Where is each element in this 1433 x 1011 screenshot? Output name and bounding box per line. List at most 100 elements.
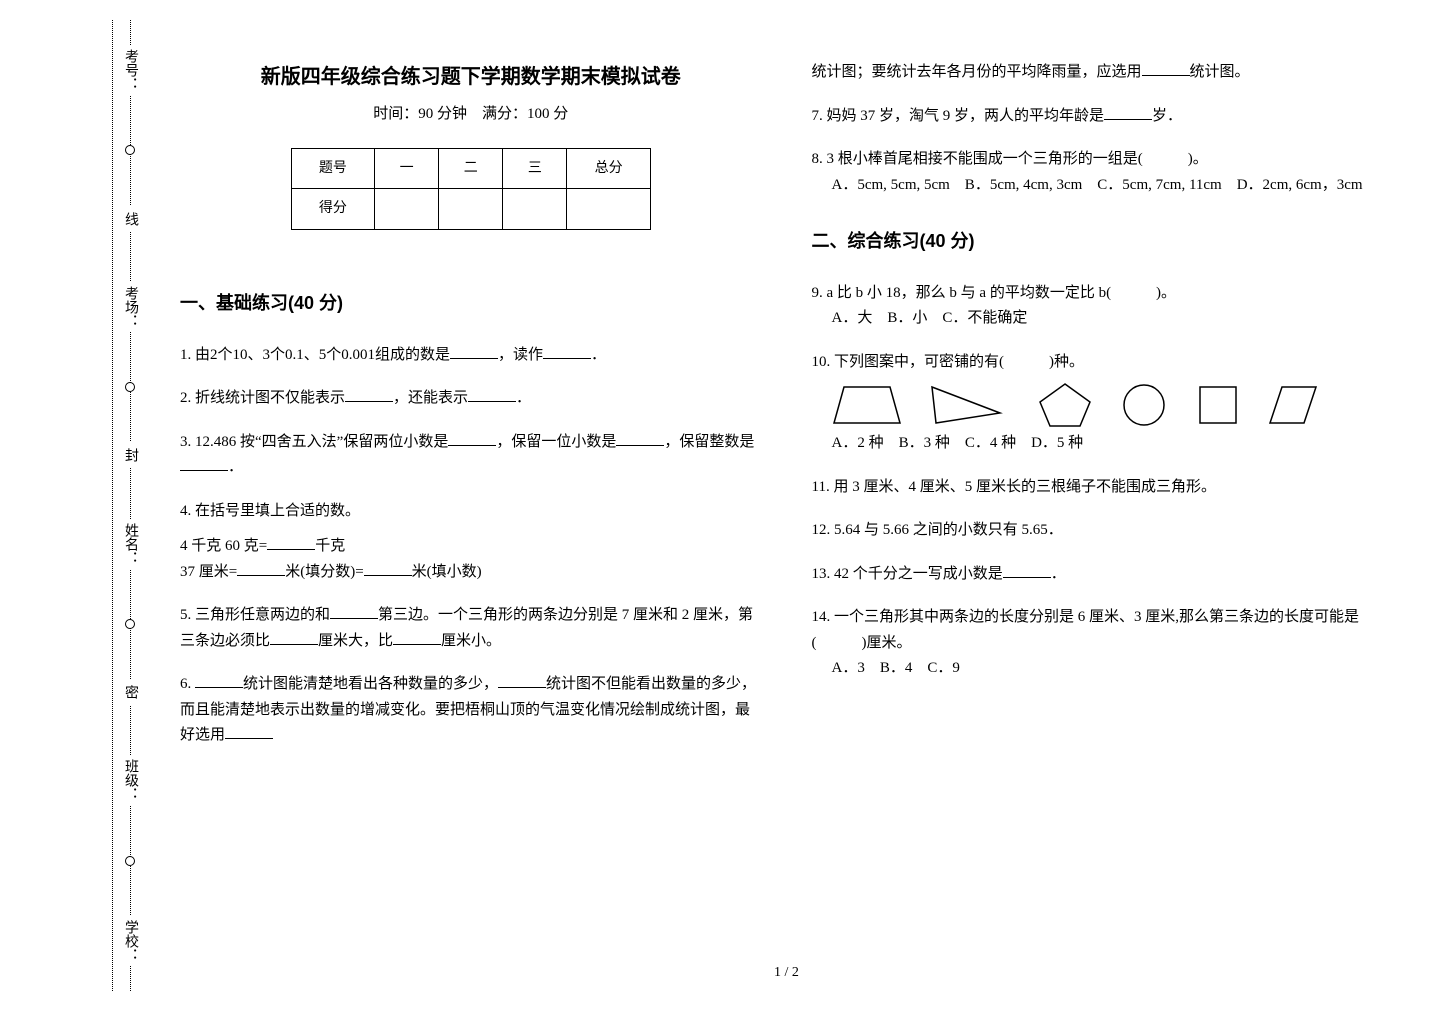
q-text: 5. 三角形任意两边的和: [180, 607, 330, 623]
q-text: 米(填分数)=: [285, 564, 363, 580]
fill-blank: [1142, 61, 1190, 76]
question-10: 10. 下列图案中，可密铺的有( )种。: [812, 350, 1394, 457]
q-text: ，保留整数是: [664, 434, 754, 450]
q-text: 厘米小。: [441, 633, 501, 649]
question-6-part2: 统计图；要统计去年各月份的平均降雨量，应选用 统计图。: [812, 60, 1394, 86]
q-text: 4 千克 60 克=: [180, 538, 267, 554]
q-text: 8. 3 根小棒首尾相接不能围成一个三角形的一组是( )。: [812, 147, 1394, 173]
fill-blank: [616, 431, 664, 446]
col-head: 三: [503, 148, 567, 189]
q-text: 13. 42 个千分之一写成小数是: [812, 566, 1003, 582]
q4-line1: 4 千克 60 克=千克: [180, 534, 762, 560]
columns: 新版四年级综合练习题下学期数学期末模拟试卷 时间：90 分钟 满分：100 分 …: [180, 60, 1393, 955]
q-text: 14. 一个三角形其中两条边的长度分别是 6 厘米、3 厘米,那么第三条边的长度…: [812, 605, 1394, 656]
score-cell: [375, 189, 439, 230]
q4-line2: 37 厘米= 米(填分数)= 米(填小数): [180, 560, 762, 586]
q-text: ，读作: [498, 347, 543, 363]
question-12: 12. 5.64 与 5.66 之间的小数只有 5.65．: [812, 518, 1394, 544]
seal-char-2: 封: [118, 442, 142, 468]
square-icon: [1196, 383, 1240, 427]
q-text: 10. 下列图案中，可密铺的有( )种。: [812, 350, 1394, 376]
shape-row: [832, 381, 1394, 429]
pentagon-icon: [1038, 382, 1092, 428]
seal-char-3: 密: [118, 679, 142, 705]
field-exam-room: 考场：: [118, 282, 142, 332]
field-class: 班级：: [118, 755, 142, 805]
q-text: 统计图。: [1190, 64, 1250, 80]
question-7: 7. 妈妈 37 岁，淘气 9 岁，两人的平均年龄是 岁．: [812, 104, 1394, 130]
q-text: 1. 由2个10、3个0.1、5个0.001组成的数是: [180, 347, 450, 363]
col-head: 二: [439, 148, 503, 189]
q14-options: A．3 B．4 C．9: [832, 656, 1394, 682]
question-13: 13. 42 个千分之一写成小数是．: [812, 562, 1394, 588]
fill-blank: [498, 673, 546, 688]
section-2-head: 二、综合练习(40 分): [812, 226, 1394, 257]
q-text: 厘米大，比: [318, 633, 393, 649]
field-school: 学校：: [118, 916, 142, 966]
binding-circle-icon: [125, 856, 135, 866]
score-cell: [503, 189, 567, 230]
fill-blank: [267, 535, 315, 550]
seal-char-1: 线: [118, 206, 142, 232]
fill-blank: [270, 630, 318, 645]
q-text: 3. 12.486 按“四舍五入法”保留两位小数是: [180, 434, 448, 450]
binding-strip: 考号： 线 考场： 封 姓名： 密 班级： 学校：: [100, 20, 160, 991]
triangle-icon: [930, 383, 1010, 427]
q-text: ．: [228, 459, 243, 475]
score-cell: [567, 189, 650, 230]
q-text: 米(填小数): [412, 564, 482, 580]
table-row: 得分: [291, 189, 650, 230]
q9-options: A．大 B．小 C．不能确定: [832, 306, 1394, 332]
fill-blank: [237, 561, 285, 576]
q-text: ，还能表示: [393, 390, 468, 406]
question-14: 14. 一个三角形其中两条边的长度分别是 6 厘米、3 厘米,那么第三条边的长度…: [812, 605, 1394, 682]
fill-blank: [450, 344, 498, 359]
q-text: 4. 在括号里填上合适的数。: [180, 499, 762, 525]
fill-blank: [393, 630, 441, 645]
binding-dotted-line: [130, 20, 131, 991]
column-left: 新版四年级综合练习题下学期数学期末模拟试卷 时间：90 分钟 满分：100 分 …: [180, 60, 762, 955]
fill-blank: [543, 344, 591, 359]
row-label: 得分: [291, 189, 374, 230]
parallelogram-icon: [1268, 383, 1318, 427]
question-5: 5. 三角形任意两边的和第三边。一个三角形的两条边分别是 7 厘米和 2 厘米，…: [180, 603, 762, 654]
page-number: 1 / 2: [180, 965, 1393, 981]
col-head: 总分: [567, 148, 650, 189]
section-1-head: 一、基础练习(40 分): [180, 288, 762, 319]
fill-blank: [180, 456, 228, 471]
page-subtitle: 时间：90 分钟 满分：100 分: [180, 102, 762, 128]
header-block: 新版四年级综合练习题下学期数学期末模拟试卷 时间：90 分钟 满分：100 分 …: [180, 60, 762, 260]
field-name: 姓名：: [118, 519, 142, 569]
question-6-part1: 6. 统计图能清楚地看出各种数量的多少，统计图不但能看出数量的多少，而且能清楚地…: [180, 672, 762, 749]
q-text: 统计图；要统计去年各月份的平均降雨量，应选用: [812, 64, 1142, 80]
q-text: ．: [516, 390, 531, 406]
score-table: 题号 一 二 三 总分 得分: [291, 148, 651, 231]
fill-blank: [1003, 563, 1051, 578]
question-4: 4. 在括号里填上合适的数。 4 千克 60 克=千克 37 厘米= 米(填分数)…: [180, 499, 762, 586]
question-1: 1. 由2个10、3个0.1、5个0.001组成的数是，读作．: [180, 343, 762, 369]
question-2: 2. 折线统计图不仅能表示，还能表示．: [180, 386, 762, 412]
trapezoid-icon: [832, 383, 902, 427]
binding-circle-icon: [125, 145, 135, 155]
fill-blank: [345, 387, 393, 402]
page-title: 新版四年级综合练习题下学期数学期末模拟试卷: [180, 60, 762, 94]
fill-blank: [448, 431, 496, 446]
field-exam-id: 考号：: [118, 45, 142, 95]
row-label: 题号: [291, 148, 374, 189]
q10-options: A．2 种 B．3 种 C．4 种 D．5 种: [832, 431, 1394, 457]
q8-options: A．5cm, 5cm, 5cm B．5cm, 4cm, 3cm C．5cm, 7…: [832, 173, 1394, 199]
q-text: ，保留一位小数是: [496, 434, 616, 450]
binding-circle-icon: [125, 619, 135, 629]
q-text: 6.: [180, 676, 195, 692]
score-cell: [439, 189, 503, 230]
q-text: 岁．: [1152, 108, 1182, 124]
q-text: 9. a 比 b 小 18，那么 b 与 a 的平均数一定比 b( )。: [812, 281, 1394, 307]
fill-blank: [1104, 105, 1152, 120]
question-9: 9. a 比 b 小 18，那么 b 与 a 的平均数一定比 b( )。 A．大…: [812, 281, 1394, 332]
q-text: 7. 妈妈 37 岁，淘气 9 岁，两人的平均年龄是: [812, 108, 1105, 124]
q-text: 统计图能清楚地看出各种数量的多少，: [243, 676, 498, 692]
col-head: 一: [375, 148, 439, 189]
question-8: 8. 3 根小棒首尾相接不能围成一个三角形的一组是( )。 A．5cm, 5cm…: [812, 147, 1394, 198]
table-row: 题号 一 二 三 总分: [291, 148, 650, 189]
q-text: 37 厘米=: [180, 564, 237, 580]
